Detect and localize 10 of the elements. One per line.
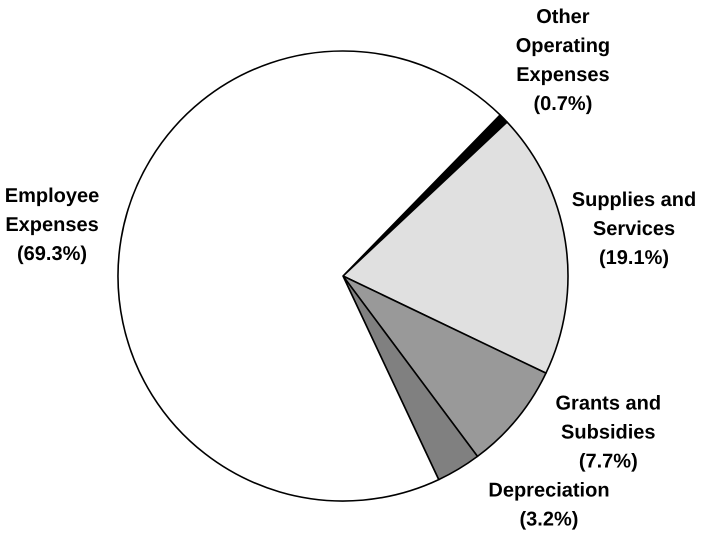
- data-label: (3.2%): [520, 508, 578, 530]
- slice-label: Other Operating Expenses: [516, 6, 610, 86]
- data-label: (69.3%): [16, 242, 88, 265]
- data-label: (19.1%): [598, 246, 670, 269]
- slice-label: Employee Expenses: [4, 184, 100, 236]
- slice-label: Supplies and Services: [572, 188, 696, 240]
- data-label: (0.7%): [533, 92, 592, 115]
- slice-label: Depreciation: [488, 480, 610, 502]
- data-label: (7.7%): [578, 450, 638, 472]
- slice-label: Grants and Subsidies: [555, 392, 662, 444]
